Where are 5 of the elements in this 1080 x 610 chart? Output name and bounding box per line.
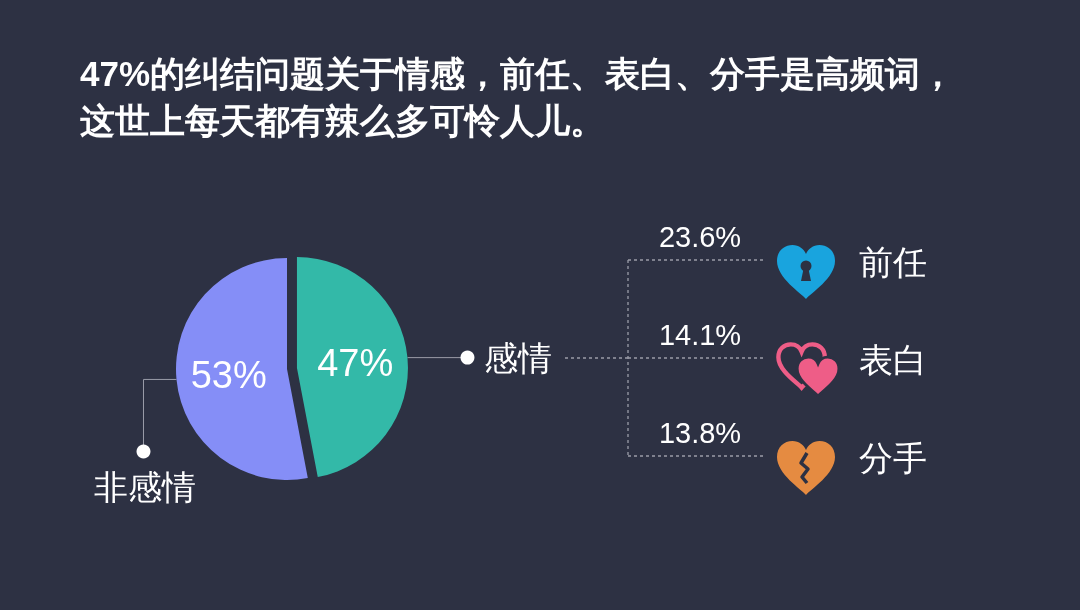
data-label: 47% [317,341,394,384]
slice-label: 感情 [484,338,553,377]
slice-label: 非感情 [94,468,197,507]
chart-title: 47%的纠结问题关于情感，前任、表白、分手是高频词，这世上每天都有辣么多可怜人儿。 [80,53,957,142]
data-label: 53% [190,353,267,396]
